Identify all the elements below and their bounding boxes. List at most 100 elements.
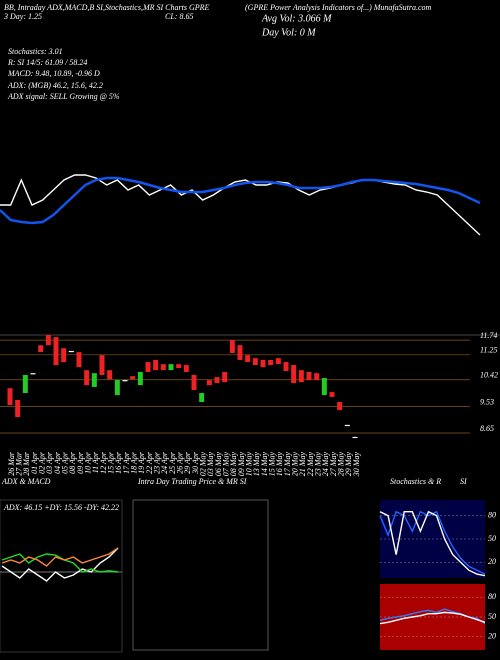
intraday-box [132, 499, 269, 651]
x-tick-label: 23 Apr [152, 451, 161, 474]
y-tick-label: 11.74 [480, 331, 497, 340]
y-tick-label: 20 [488, 557, 496, 566]
candle [283, 362, 289, 372]
x-tick-label: 26 Apr [175, 451, 184, 474]
panel-title: Stochastics & R [390, 477, 441, 486]
adx-box [0, 499, 123, 653]
candle [7, 388, 13, 406]
candle [314, 373, 320, 381]
candle [245, 355, 251, 363]
candle [176, 364, 182, 369]
candle [191, 374, 197, 390]
candle [321, 377, 327, 396]
x-tick-label: 01 Apr [30, 451, 39, 474]
x-tick-label: 24 Apr [160, 451, 169, 474]
x-tick-label: 05 Apr [60, 451, 69, 474]
candle [130, 376, 136, 380]
candle [237, 345, 243, 360]
candle [91, 373, 97, 387]
x-tick-label: 23 May [313, 452, 322, 477]
candle [183, 365, 189, 372]
x-tick-label: 08 Apr [68, 451, 77, 474]
close: CL: 8.65 [165, 12, 193, 21]
candle [268, 359, 274, 366]
day-vol: Day Vol: 0 M [261, 27, 316, 38]
x-tick-label: 25 Apr [168, 451, 177, 474]
line-series [1, 547, 119, 582]
line-series [379, 510, 486, 577]
stat: R: SI 14/5: 61.09 / 58.24 [7, 58, 87, 67]
candle [260, 359, 266, 368]
three-day: 3 Day: 1.25 [3, 12, 42, 21]
y-tick-label: 10.42 [480, 371, 498, 380]
y-tick-label: 9.53 [480, 397, 494, 406]
x-tick-label: 09 May [237, 452, 246, 477]
stat: ADX: (MGB) 46.2, 15.6, 42.2 [7, 81, 103, 90]
candle [306, 371, 312, 381]
candle [122, 380, 128, 382]
x-tick-label: 20 May [290, 452, 299, 477]
candle [15, 399, 21, 418]
candle [199, 393, 205, 403]
x-tick-label: 03 Apr [45, 451, 54, 474]
x-tick-label: 27 Mar [14, 451, 23, 476]
x-tick-label: 30 May [352, 452, 361, 478]
candle [206, 380, 212, 386]
intraday-title: Intra Day Trading Price & MR SI [137, 477, 247, 486]
stat: Stochastics: 3.01 [8, 47, 63, 56]
candle [352, 436, 358, 439]
candle [68, 350, 74, 353]
candle [291, 365, 297, 384]
candle [38, 345, 44, 353]
line-series [379, 611, 486, 625]
candle [76, 352, 82, 368]
candle [30, 373, 36, 375]
candle [214, 377, 220, 384]
candle [61, 348, 67, 363]
y-tick-label: 8.65 [480, 424, 494, 433]
candle [168, 364, 174, 371]
x-tick-label: 10 May [244, 452, 253, 477]
x-tick-label: 17 Apr [122, 451, 131, 474]
x-tick-label: 29 Apr [183, 451, 192, 474]
avg-vol: Avg Vol: 3.066 M [261, 13, 332, 24]
x-tick-label: 16 Apr [114, 451, 123, 474]
candle [107, 370, 113, 380]
x-tick-label: 16 May [275, 452, 284, 477]
x-tick-label: 22 Apr [145, 451, 154, 474]
candle [298, 370, 304, 383]
line-series [0, 176, 481, 225]
y-tick-label: 50 [488, 612, 496, 621]
x-tick-label: 30 Apr [191, 451, 200, 475]
candle [252, 358, 258, 366]
x-tick-label: 22 May [306, 452, 315, 477]
candle [99, 355, 105, 375]
panel-subtitle: ADX: 46.15 +DY: 15.56 -DY: 42.22 [3, 503, 119, 512]
line-series [1, 553, 119, 573]
y-tick-label: 80 [488, 592, 496, 601]
x-tick-label: 18 Apr [129, 451, 138, 474]
x-tick-label: 17 May [283, 452, 292, 477]
candle [160, 364, 166, 371]
x-tick-label: 29 May [344, 452, 353, 477]
stat: MACD: 9.48, 10.89, -0.96 D [7, 69, 100, 78]
x-tick-label: 06 May [214, 452, 223, 477]
x-tick-label: 27 May [329, 452, 338, 477]
line-series [1, 547, 119, 567]
panel-title: SI [460, 477, 467, 486]
x-tick-label: 21 May [298, 452, 307, 477]
candle [145, 362, 151, 372]
title: BB, Intraday ADX,MACD,B SI,Stochastics,M… [4, 3, 209, 12]
x-tick-label: 07 May [221, 452, 230, 477]
panel-title: ADX & MACD [1, 477, 51, 486]
candle [45, 335, 51, 346]
candle [114, 380, 120, 396]
x-tick-label: 24 May [321, 452, 330, 477]
x-tick-label: 03 May [206, 452, 215, 477]
x-tick-label: 10 Apr [83, 451, 92, 474]
x-tick-label: 11 Apr [91, 451, 100, 473]
stat: ADX signal: SELL Growing @ 5% [7, 92, 120, 101]
x-tick-label: 15 Apr [106, 451, 115, 474]
y-tick-label: 20 [488, 632, 496, 641]
